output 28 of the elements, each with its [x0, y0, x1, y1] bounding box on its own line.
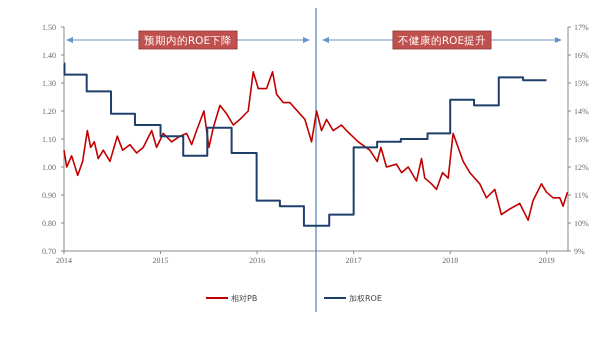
y2-tick-label: 10% [574, 219, 589, 228]
y2-tick-label: 13% [574, 135, 589, 144]
y2-tick-label: 17% [574, 23, 589, 32]
x-tick-label: 2016 [249, 256, 266, 265]
y2-tick-label: 15% [574, 79, 589, 88]
legend-label: 加权ROE [349, 294, 382, 303]
y-tick-label: 1.10 [42, 135, 56, 144]
y2-tick-label: 16% [574, 51, 589, 60]
y-tick-label: 0.70 [42, 247, 56, 256]
annotation: 预期内的ROE下降 [144, 34, 232, 47]
x-tick-label: 2015 [152, 256, 169, 265]
x-tick-label: 2018 [442, 256, 458, 265]
x-tick-label: 2014 [56, 256, 72, 265]
y-tick-label: 1.50 [42, 23, 56, 32]
x-tick-label: 2019 [538, 256, 555, 265]
annotation: 不健康的ROE提升 [398, 34, 486, 47]
y-tick-label: 1.00 [42, 163, 56, 172]
x-tick-label: 2017 [346, 256, 362, 265]
y2-tick-label: 9% [574, 247, 585, 256]
legend-label: 相对PB [231, 294, 258, 303]
y2-tick-label: 12% [574, 163, 589, 172]
y2-tick-label: 11% [574, 191, 589, 200]
y-tick-label: 0.80 [42, 219, 56, 228]
y-tick-label: 1.20 [42, 107, 56, 116]
y-tick-label: 1.40 [42, 51, 56, 60]
y-tick-label: 1.30 [42, 79, 56, 88]
y2-tick-label: 14% [574, 107, 589, 116]
y-tick-label: 0.90 [42, 191, 56, 200]
